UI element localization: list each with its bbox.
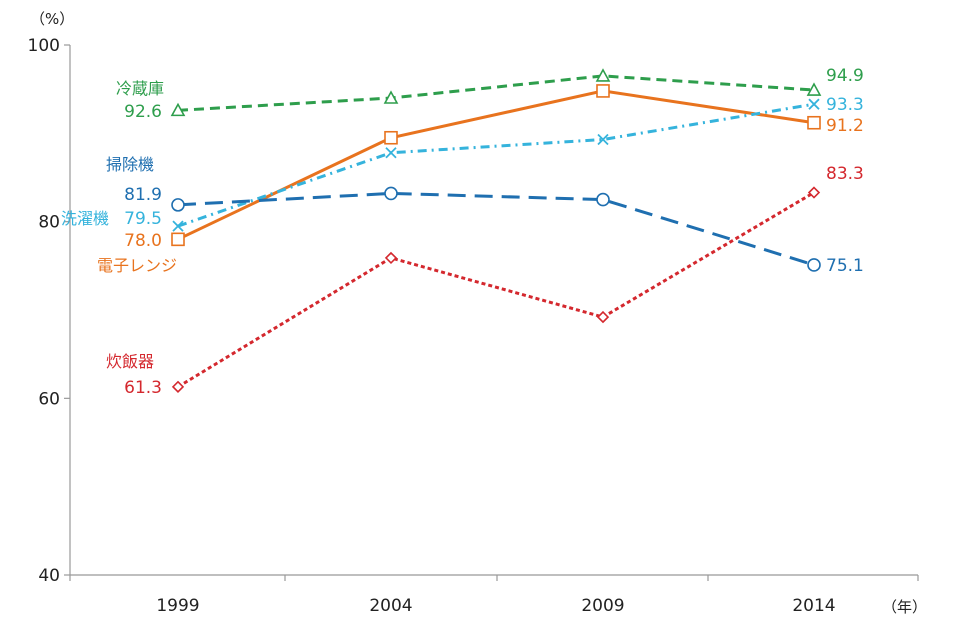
series-layer: [170, 68, 822, 393]
series-circle: [171, 186, 821, 272]
series-x: [172, 98, 820, 232]
series-name-label: 電子レンジ: [97, 256, 177, 275]
y-tick-label: 100: [28, 36, 60, 56]
data-point-triangle: [383, 90, 399, 104]
series-line: [177, 191, 815, 389]
end-value-label: 83.3: [826, 164, 864, 184]
data-point-x: [597, 133, 609, 146]
data-point-x: [172, 220, 184, 232]
data-point-circle: [807, 258, 821, 272]
y-axis-unit-label: （%）: [30, 10, 74, 28]
series-name-label: 掃除機: [106, 155, 154, 174]
start-value-label: 79.5: [124, 209, 162, 229]
x-tick-label: 2004: [369, 596, 412, 616]
start-value-label: 61.3: [124, 378, 162, 398]
x-axis-unit-label: （年）: [882, 598, 927, 616]
end-value-label: 93.3: [826, 95, 864, 115]
x-tick-label: 1999: [156, 596, 199, 616]
data-point-triangle: [170, 102, 186, 117]
data-point-square: [384, 130, 398, 145]
series-line: [177, 102, 815, 228]
data-point-square: [171, 232, 185, 247]
end-value-label: 75.1: [826, 256, 864, 276]
series-diamond: [171, 186, 821, 393]
y-tick-label: 60: [38, 389, 60, 409]
data-point-circle: [596, 192, 610, 207]
data-point-diamond: [596, 310, 610, 324]
data-point-square: [596, 84, 610, 98]
series-line: [177, 191, 815, 267]
x-tick-label: 2014: [792, 596, 835, 616]
data-point-x: [808, 98, 820, 110]
data-point-circle: [384, 186, 398, 201]
data-point-triangle: [806, 82, 822, 96]
data-point-triangle: [595, 68, 611, 82]
series-name-label: 炊飯器: [106, 352, 154, 371]
series-square: [171, 84, 821, 247]
y-tick-label: 80: [38, 213, 60, 233]
x-tick-label: 2009: [581, 596, 624, 616]
data-point-diamond: [807, 186, 821, 199]
data-point-diamond: [171, 380, 185, 393]
axes: 40 60 80 100 1999 2004 2009 2014: [28, 36, 919, 616]
label-layer: 冷蔵庫 92.6 94.9 電子レンジ 78.0 91.2 洗濯機 79.5 93.3 掃除機 81…: [61, 66, 864, 398]
series-line: [177, 74, 815, 112]
data-point-x: [385, 147, 397, 159]
end-value-label: 91.2: [826, 116, 864, 136]
end-value-label: 94.9: [826, 66, 864, 86]
y-tick-label: 40: [38, 566, 60, 586]
start-value-label: 81.9: [124, 185, 162, 205]
series-name-label: 洗濯機: [61, 209, 109, 228]
series-name-label: 冷蔵庫: [116, 79, 164, 98]
data-point-square: [807, 115, 821, 130]
start-value-label: 92.6: [124, 102, 162, 122]
start-value-label: 78.0: [124, 231, 162, 251]
data-point-diamond: [384, 251, 398, 265]
data-point-circle: [171, 198, 185, 212]
series-triangle: [170, 68, 822, 117]
series-line: [177, 89, 815, 241]
